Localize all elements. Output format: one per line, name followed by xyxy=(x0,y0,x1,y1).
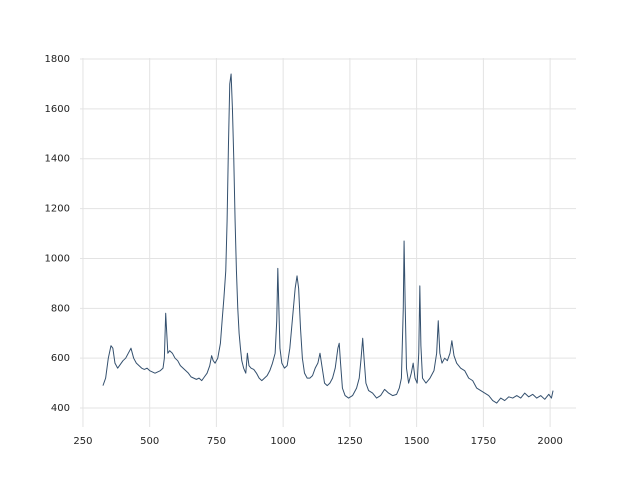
x-tick-label: 2000 xyxy=(537,436,562,447)
spectrum-line xyxy=(102,73,554,404)
x-tick-label: 1250 xyxy=(337,436,362,447)
x-tick-label: 1000 xyxy=(270,436,295,447)
x-tick-label: 750 xyxy=(207,436,226,447)
x-tick-label: 500 xyxy=(140,436,159,447)
y-tick-label: 1000 xyxy=(45,253,70,264)
y-tick-label: 1200 xyxy=(45,204,70,215)
x-tick-label: 1750 xyxy=(471,436,496,447)
y-tick-label: 1800 xyxy=(45,54,70,65)
y-tick-label: 1600 xyxy=(45,104,70,115)
y-tick-label: 600 xyxy=(51,353,70,364)
y-tick-label: 1400 xyxy=(45,154,70,165)
y-tick-label: 800 xyxy=(51,303,70,314)
y-tick-label: 400 xyxy=(51,403,70,414)
x-tick-label: 250 xyxy=(73,436,92,447)
x-tick-label: 1500 xyxy=(404,436,429,447)
